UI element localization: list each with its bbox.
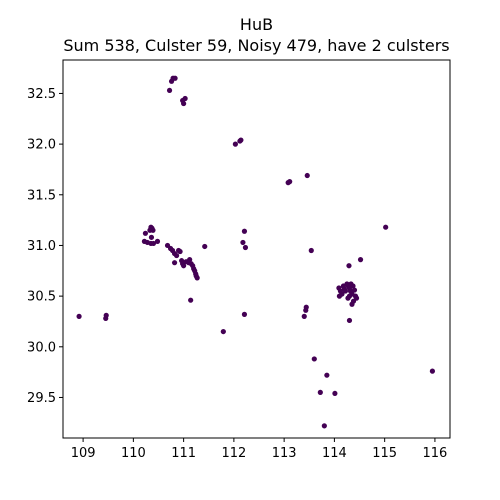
y-tick-label: 31.5 bbox=[27, 188, 56, 203]
scatter-point bbox=[349, 301, 355, 307]
x-tick-label: 114 bbox=[322, 446, 347, 461]
scatter-point bbox=[141, 238, 148, 244]
scatter-point bbox=[202, 243, 208, 250]
scatter-point bbox=[232, 141, 238, 147]
scatter-point bbox=[181, 100, 187, 107]
scatter-point bbox=[147, 227, 153, 233]
scatter-point bbox=[345, 295, 351, 301]
scatter-point bbox=[383, 224, 389, 230]
y-tick-label: 32.0 bbox=[27, 138, 56, 153]
scatter-point bbox=[308, 247, 314, 254]
chart-subtitle: Sum 538, Culster 59, Noisy 479, have 2 c… bbox=[63, 36, 449, 55]
scatter-point bbox=[220, 328, 226, 335]
x-tick-label: 115 bbox=[372, 446, 397, 461]
scatter-point bbox=[346, 317, 353, 324]
scatter-point bbox=[311, 356, 317, 362]
chart-title: HuB bbox=[240, 15, 273, 34]
scatter-point bbox=[148, 234, 155, 240]
x-tick-label: 109 bbox=[71, 446, 96, 461]
plot-frame bbox=[62, 59, 451, 439]
scatter-point bbox=[238, 137, 244, 143]
y-tick-label: 29.5 bbox=[27, 391, 56, 406]
ticks-layer: 109 110 111 112 113 114 115 116 29.5 30.0 30.5 31.0… bbox=[27, 87, 447, 461]
scatter-point bbox=[346, 263, 352, 269]
x-tick-label: 113 bbox=[272, 446, 297, 461]
y-tick-label: 32.5 bbox=[27, 87, 56, 102]
scatter-point bbox=[177, 248, 183, 255]
x-tick-label: 111 bbox=[171, 446, 196, 461]
scatter-point bbox=[303, 304, 309, 310]
scatter-point bbox=[350, 283, 356, 289]
scatter-point bbox=[287, 179, 293, 185]
scatter-point bbox=[182, 95, 188, 102]
scatter-point bbox=[304, 172, 310, 179]
scatter-point bbox=[103, 312, 109, 318]
scatter-point bbox=[301, 313, 307, 319]
scatter-point bbox=[242, 244, 249, 251]
scatter-point bbox=[332, 390, 338, 397]
points-layer bbox=[76, 75, 436, 429]
x-tick-label: 116 bbox=[423, 446, 448, 461]
scatter-point bbox=[351, 287, 358, 293]
scatter-point bbox=[241, 228, 248, 234]
scatter-point bbox=[241, 311, 248, 317]
scatter-point bbox=[336, 293, 343, 299]
scatter-point bbox=[429, 368, 436, 374]
y-tick-label: 30.5 bbox=[27, 290, 56, 305]
scatter-point bbox=[321, 423, 327, 429]
scatter-point bbox=[172, 75, 178, 81]
scatter-point bbox=[187, 257, 193, 263]
y-tick-label: 30.0 bbox=[27, 340, 56, 355]
scatter-point bbox=[181, 263, 187, 269]
scatter-point bbox=[166, 87, 173, 94]
scatter-point bbox=[188, 297, 194, 303]
scatter-point bbox=[173, 252, 180, 259]
scatter-point bbox=[342, 288, 349, 294]
scatter-point bbox=[171, 260, 178, 266]
scatter-point bbox=[154, 238, 161, 244]
scatter-point bbox=[240, 239, 246, 246]
scatter-point bbox=[142, 230, 149, 236]
scatter-point bbox=[324, 372, 330, 378]
scatter-point bbox=[353, 295, 360, 301]
scatter-point bbox=[76, 313, 82, 319]
scatter-point bbox=[150, 240, 157, 247]
scatter-point bbox=[357, 257, 364, 263]
x-tick-label: 112 bbox=[221, 446, 246, 461]
scatter-point bbox=[317, 389, 323, 395]
y-tick-label: 31.0 bbox=[27, 239, 56, 254]
scatter-point bbox=[194, 275, 200, 281]
x-tick-label: 110 bbox=[121, 446, 146, 461]
